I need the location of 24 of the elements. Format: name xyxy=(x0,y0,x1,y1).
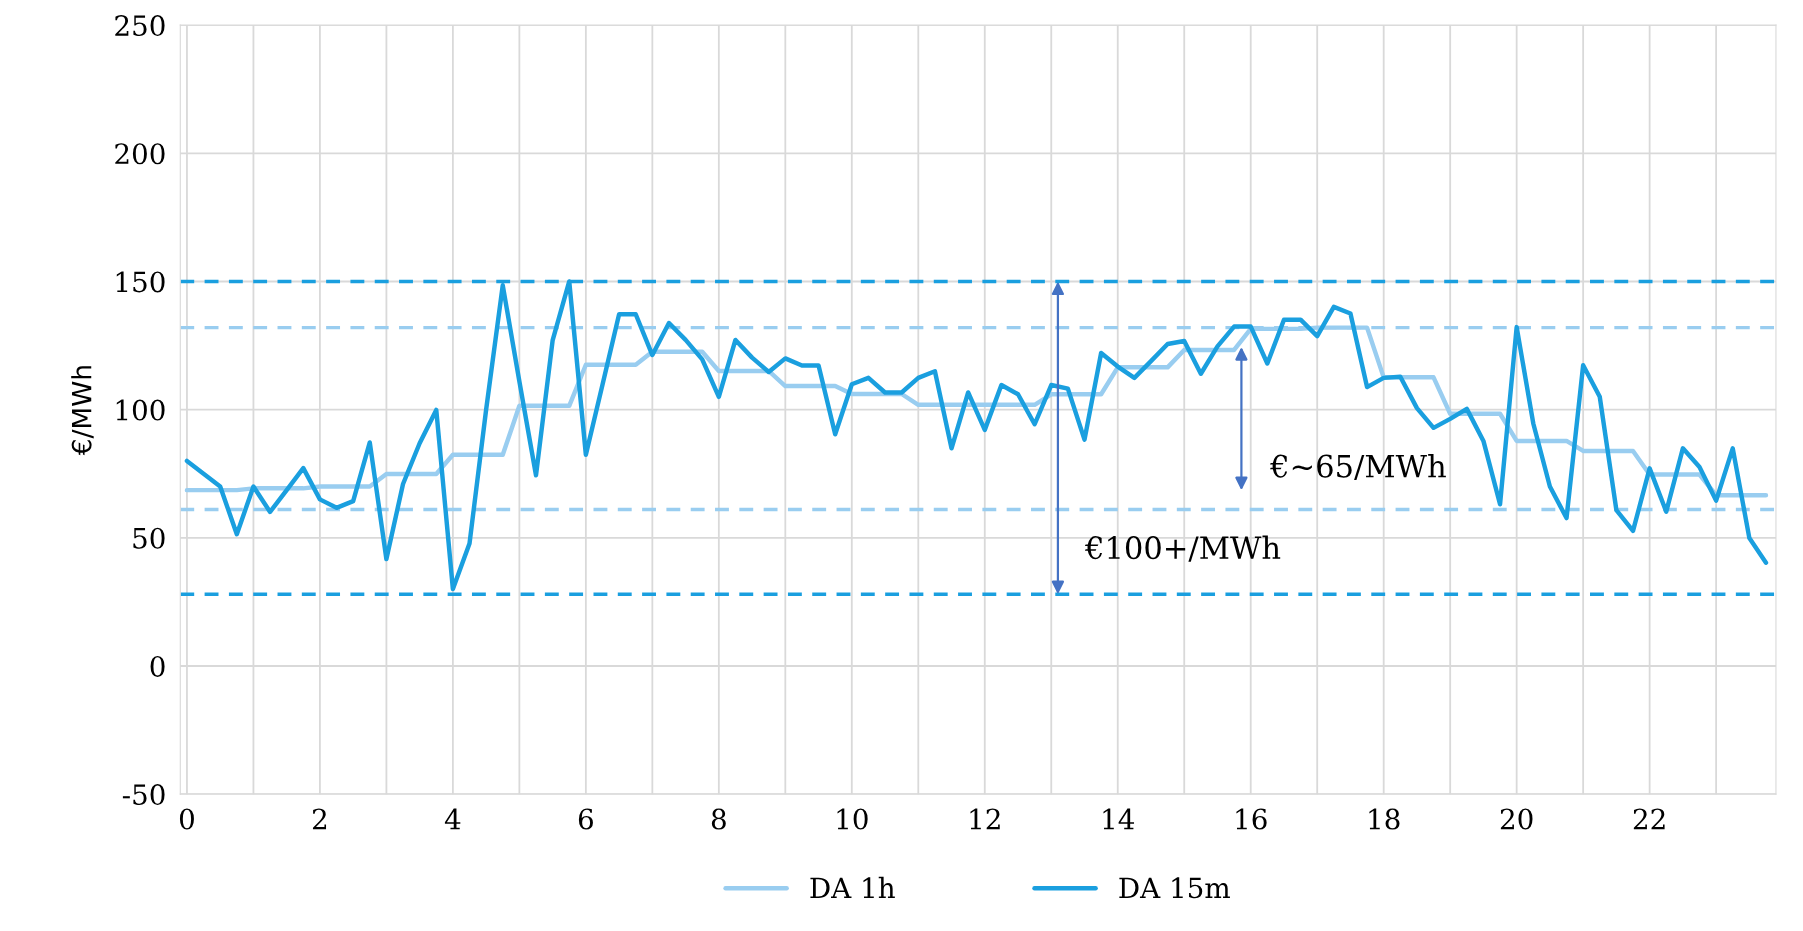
x-tick-label: 12 xyxy=(970,808,1000,830)
legend-label: DA 1h xyxy=(810,876,895,898)
y-tick-label: 250 xyxy=(115,15,165,37)
x-tick-label: 6 xyxy=(578,808,593,830)
x-tick-label: 0 xyxy=(179,808,194,830)
x-tick-label: 8 xyxy=(711,808,726,830)
x-tick-label: 10 xyxy=(837,808,868,830)
annotation: €~65/MWh xyxy=(1270,454,1446,481)
y-tick-label: -50 xyxy=(122,784,165,806)
y-tick-label: 0 xyxy=(150,655,165,677)
x-tick-label: 4 xyxy=(444,808,461,830)
x-tick-label: 2 xyxy=(312,808,327,830)
y-tick-label: 50 xyxy=(133,527,165,549)
y-tick-label: 150 xyxy=(116,271,165,293)
x-tick-label: 18 xyxy=(1369,808,1400,830)
x-tick-label: 20 xyxy=(1500,808,1533,830)
annotation: €100+/MWh xyxy=(1084,535,1281,562)
y-tick-label: 100 xyxy=(116,399,165,421)
x-tick-label: 14 xyxy=(1103,808,1135,830)
y-axis-title: €/MWh xyxy=(71,366,94,456)
x-tick-label: 22 xyxy=(1633,808,1665,830)
y-tick-label: 200 xyxy=(115,143,165,165)
x-tick-label: 16 xyxy=(1236,808,1267,830)
legend-label: DA 15m xyxy=(1119,877,1230,899)
